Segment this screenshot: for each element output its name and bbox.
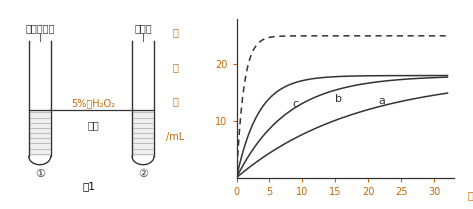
Text: 量: 量 xyxy=(173,97,178,107)
Text: a: a xyxy=(378,96,385,106)
Bar xyxy=(30,110,50,156)
Text: 5%的H₂O₂: 5%的H₂O₂ xyxy=(71,98,115,108)
Text: ①: ① xyxy=(35,169,45,179)
Text: c: c xyxy=(293,99,299,109)
Text: 气: 气 xyxy=(173,27,178,37)
Text: ②: ② xyxy=(138,169,148,179)
Text: 硫酸铁溶液: 硫酸铁溶液 xyxy=(25,23,54,33)
Text: /mL: /mL xyxy=(166,132,184,141)
Bar xyxy=(133,110,153,156)
Text: 溶液: 溶液 xyxy=(88,121,99,131)
Text: 稀硫酸: 稀硫酸 xyxy=(134,23,152,33)
Text: 图1: 图1 xyxy=(83,181,96,191)
Text: 体: 体 xyxy=(173,62,178,72)
Text: b: b xyxy=(335,94,342,104)
Text: 时间/min: 时间/min xyxy=(467,190,473,200)
